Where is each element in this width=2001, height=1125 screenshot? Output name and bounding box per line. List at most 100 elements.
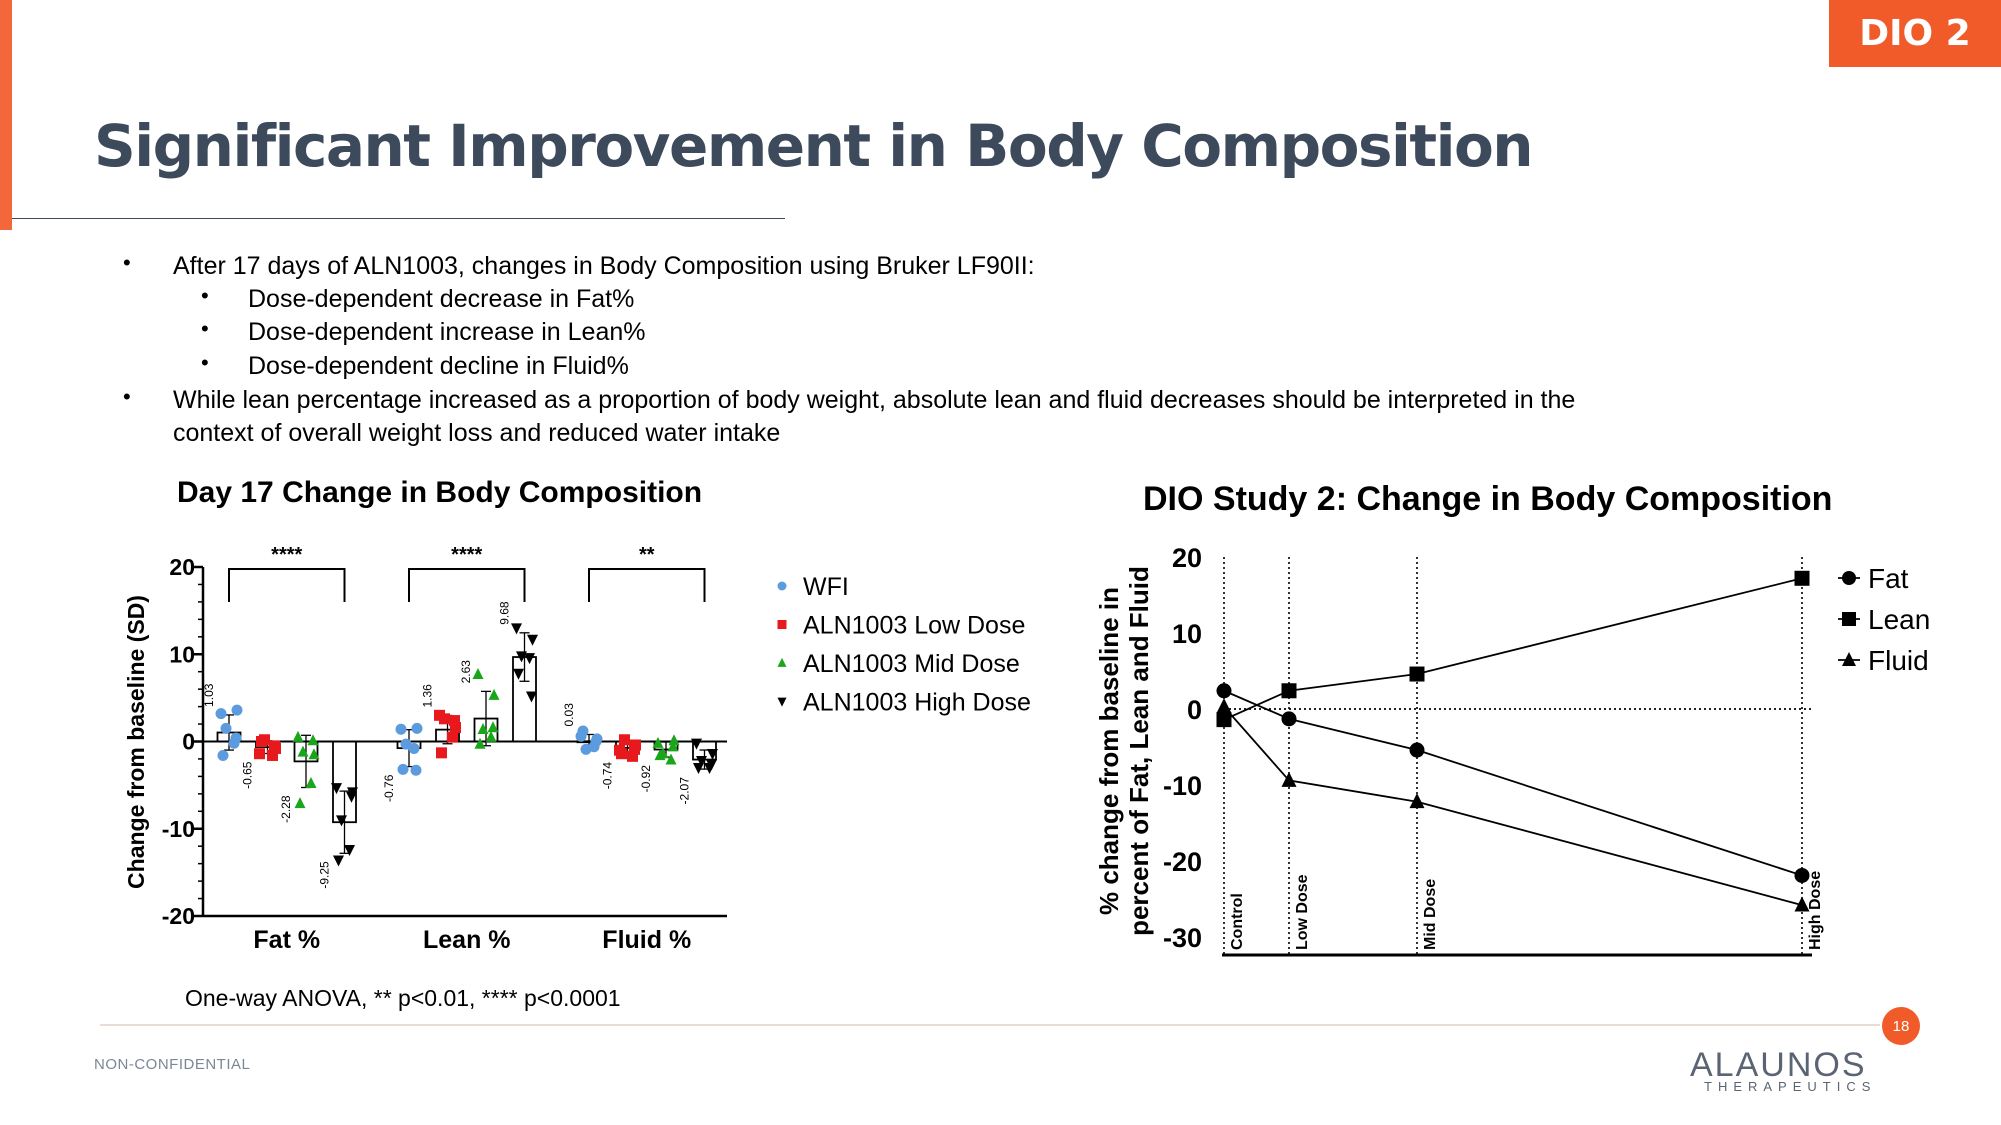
significance-label: ** xyxy=(639,544,655,566)
data-point xyxy=(619,734,630,746)
confidentiality-label: NON-CONFIDENTIAL xyxy=(94,1056,251,1073)
data-label: -0.65 xyxy=(241,761,255,789)
data-point xyxy=(1281,771,1297,787)
data-point xyxy=(487,721,499,733)
legend-label: Lean xyxy=(1868,604,1930,635)
data-point xyxy=(331,783,342,795)
data-point xyxy=(1216,683,1232,699)
data-point xyxy=(577,725,589,737)
data-point xyxy=(1216,712,1232,728)
section-tag: DIO 2 xyxy=(1829,0,2001,67)
significance-label: **** xyxy=(271,544,302,566)
data-point xyxy=(488,688,500,700)
category-label: Lean % xyxy=(423,926,511,954)
data-label: -0.76 xyxy=(382,774,396,802)
data-point xyxy=(654,749,666,761)
chart-title: Day 17 Change in Body Composition xyxy=(177,476,703,509)
bullet-text: context of overall weight loss and reduc… xyxy=(173,419,781,447)
data-point xyxy=(305,777,317,789)
series-line xyxy=(1223,577,1803,721)
page-title: Significant Improvement in Body Composit… xyxy=(94,112,1534,180)
bullet-dot: • xyxy=(123,250,131,275)
data-point xyxy=(1281,711,1297,727)
bullet-dot: • xyxy=(201,283,209,308)
significance-bracket xyxy=(408,568,526,602)
footer-divider xyxy=(100,1024,1880,1026)
data-label: -9.25 xyxy=(318,861,332,889)
data-point xyxy=(627,750,638,762)
data-point xyxy=(706,759,717,771)
data-point xyxy=(410,764,422,776)
data-point xyxy=(477,722,489,734)
legend-label: ALN1003 Low Dose xyxy=(803,612,1025,640)
legend-marker xyxy=(777,581,787,591)
data-point xyxy=(450,722,461,734)
data-point xyxy=(408,742,420,754)
data-point xyxy=(333,855,344,867)
data-point xyxy=(449,715,460,727)
data-point xyxy=(707,749,718,761)
y-tick-label: -20 xyxy=(162,903,195,929)
data-point xyxy=(336,815,347,827)
sub-bullet-text: Dose-dependent increase in Lean% xyxy=(248,318,646,346)
data-point xyxy=(217,749,229,761)
legend-label: WFI xyxy=(803,573,849,601)
data-point xyxy=(511,623,522,635)
y-axis-label: Change from baseline (SD) xyxy=(123,595,149,889)
data-point xyxy=(1281,683,1297,699)
accent-bar xyxy=(0,0,12,230)
data-point xyxy=(652,736,664,748)
y-tick-label: -20 xyxy=(1163,847,1202,877)
data-point xyxy=(267,749,278,761)
bullet-dot: • xyxy=(123,384,131,409)
title-divider xyxy=(12,218,785,219)
data-point xyxy=(307,734,319,746)
data-point xyxy=(1794,896,1810,912)
data-point xyxy=(231,704,243,716)
significance-label: **** xyxy=(451,544,482,566)
significance-bracket xyxy=(588,568,706,602)
data-label: -2.28 xyxy=(279,795,293,823)
data-point xyxy=(436,747,447,759)
x-tick-label: Mid Dose xyxy=(1422,879,1439,950)
data-point xyxy=(294,797,306,809)
y-axis-label: % change from baseline in xyxy=(1094,587,1124,915)
data-point xyxy=(308,748,320,760)
bullet-dot: • xyxy=(201,316,209,341)
data-point xyxy=(397,763,409,775)
data-label: -0.92 xyxy=(639,765,653,793)
data-point xyxy=(668,734,680,746)
y-tick-label: 10 xyxy=(1172,619,1202,649)
sub-bullet-text: Dose-dependent decline in Fluid% xyxy=(248,352,629,380)
data-point xyxy=(344,845,355,857)
data-point xyxy=(215,708,227,720)
data-point xyxy=(524,653,535,665)
y-tick-label: 0 xyxy=(182,729,195,755)
data-point xyxy=(527,634,538,646)
data-point xyxy=(256,736,267,747)
x-tick-label: High Dose xyxy=(1807,871,1824,950)
sub-bullet-text: Dose-dependent decrease in Fat% xyxy=(248,285,635,313)
data-label: 1.03 xyxy=(202,683,216,707)
data-point xyxy=(269,740,280,752)
y-tick-label: -30 xyxy=(1163,923,1202,953)
company-logo: ALAUNOS THERAPEUTICS xyxy=(1690,1046,1870,1094)
data-point xyxy=(629,743,640,755)
page-number: 18 xyxy=(1882,1007,1920,1045)
chart-title: DIO Study 2: Change in Body Composition xyxy=(1143,480,1833,518)
data-point xyxy=(447,731,458,743)
series-line xyxy=(1223,706,1803,906)
data-point xyxy=(1794,867,1810,883)
footnote: One-way ANOVA, ** p<0.01, **** p<0.0001 xyxy=(185,985,621,1011)
data-point xyxy=(485,730,497,742)
legend-marker xyxy=(1842,612,1856,626)
data-point xyxy=(1409,793,1425,809)
data-point xyxy=(292,730,304,742)
data-label: 2.63 xyxy=(459,660,473,684)
x-tick-label: Control xyxy=(1229,893,1246,950)
data-point xyxy=(665,753,677,765)
data-label: -2.07 xyxy=(678,777,692,805)
x-tick-label: Low Dose xyxy=(1294,874,1311,950)
data-point xyxy=(516,651,527,663)
